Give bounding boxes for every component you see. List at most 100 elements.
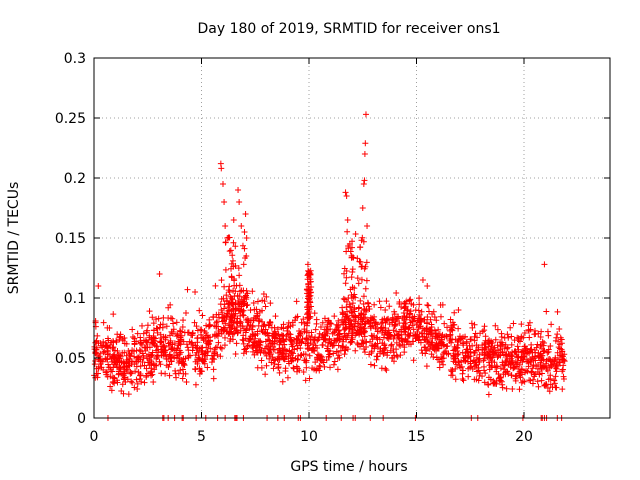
- data-point: [210, 313, 217, 320]
- data-point: [525, 327, 532, 334]
- data-point: [119, 381, 126, 388]
- data-point: [554, 331, 561, 338]
- data-point: [157, 321, 164, 328]
- data-point: [181, 361, 188, 368]
- data-point: [459, 370, 466, 377]
- data-point: [188, 340, 195, 347]
- data-point: [377, 325, 384, 332]
- data-point: [145, 359, 152, 366]
- data-point: [360, 181, 367, 187]
- data-point: [543, 365, 550, 372]
- data-point: [516, 386, 523, 393]
- data-point: [177, 367, 184, 374]
- data-point: [92, 339, 99, 346]
- data-point: [469, 324, 476, 331]
- data-point: [259, 307, 266, 314]
- y-tick-label: 0.05: [55, 351, 86, 367]
- data-point: [340, 295, 347, 302]
- data-point: [196, 307, 203, 314]
- data-point: [229, 296, 236, 303]
- data-point: [199, 344, 206, 351]
- data-point: [305, 293, 312, 300]
- data-point: [520, 356, 527, 363]
- data-point: [396, 300, 403, 307]
- data-point: [361, 306, 368, 313]
- data-point: [102, 342, 109, 349]
- data-point: [220, 317, 227, 324]
- data-point: [335, 328, 342, 335]
- data-point: [479, 349, 486, 356]
- data-point: [465, 373, 472, 380]
- data-point: [269, 354, 276, 361]
- data-point: [519, 378, 526, 385]
- data-point: [466, 342, 473, 349]
- data-point: [449, 372, 456, 379]
- data-point: [452, 376, 459, 383]
- data-point: [514, 343, 521, 350]
- data-point: [400, 309, 407, 316]
- data-point: [553, 368, 560, 375]
- data-point: [535, 330, 542, 337]
- data-point: [381, 331, 388, 338]
- data-point: [105, 361, 112, 368]
- data-point: [125, 360, 132, 367]
- data-point: [127, 370, 134, 377]
- data-point: [407, 296, 414, 303]
- data-point: [190, 344, 197, 351]
- data-point: [229, 331, 236, 338]
- data-point: [402, 300, 409, 307]
- data-point: [387, 331, 394, 338]
- data-point: [499, 341, 506, 348]
- data-point: [227, 314, 234, 321]
- data-point: [357, 324, 364, 331]
- data-point: [380, 350, 387, 357]
- data-point: [416, 323, 423, 330]
- data-point: [257, 342, 264, 349]
- data-points: [91, 111, 568, 421]
- x-tick-label: 20: [515, 429, 533, 445]
- data-point: [485, 343, 492, 350]
- data-point: [341, 347, 348, 354]
- data-point: [369, 343, 376, 350]
- data-point: [354, 255, 361, 262]
- data-point: [289, 343, 296, 350]
- data-point: [206, 316, 213, 323]
- data-point: [539, 338, 546, 345]
- data-point: [108, 387, 115, 394]
- data-point: [312, 334, 319, 341]
- data-point: [468, 336, 475, 343]
- data-point: [292, 317, 299, 324]
- data-point: [335, 342, 342, 349]
- data-point: [473, 342, 480, 349]
- data-point: [382, 328, 389, 335]
- data-point: [559, 386, 566, 393]
- data-point: [473, 376, 480, 383]
- data-point: [271, 361, 278, 368]
- data-point: [157, 361, 164, 368]
- data-point: [241, 295, 248, 302]
- data-point: [554, 308, 561, 315]
- data-point: [293, 298, 300, 305]
- data-point: [431, 314, 438, 321]
- data-point: [147, 370, 154, 377]
- data-point: [341, 296, 348, 303]
- data-point: [123, 364, 130, 371]
- data-point: [220, 181, 226, 187]
- data-point: [384, 352, 391, 359]
- data-point: [179, 324, 186, 331]
- data-point: [160, 352, 167, 359]
- data-point: [551, 380, 558, 387]
- data-point: [552, 373, 559, 380]
- data-point: [545, 346, 552, 353]
- data-point: [546, 388, 553, 395]
- data-point: [537, 334, 544, 341]
- data-point: [243, 235, 250, 241]
- data-point: [194, 335, 201, 342]
- data-point: [173, 374, 180, 381]
- data-point: [172, 367, 179, 374]
- data-point: [371, 301, 378, 308]
- data-point: [136, 346, 143, 353]
- data-point: [211, 348, 218, 355]
- data-point: [416, 295, 423, 302]
- data-point: [234, 320, 241, 327]
